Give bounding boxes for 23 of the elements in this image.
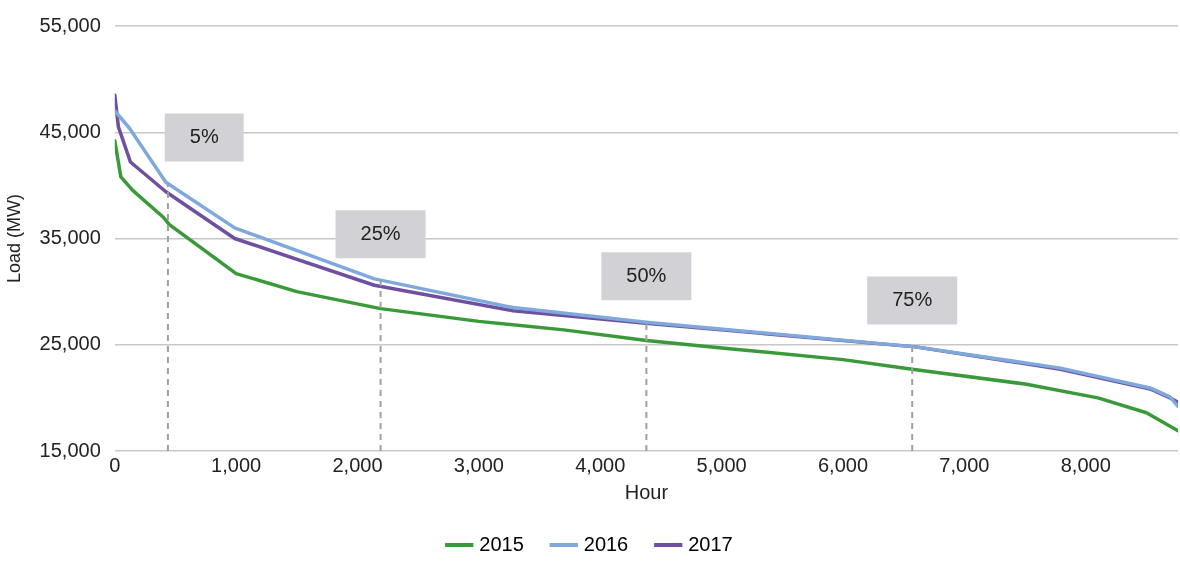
x-tick-label: 1,000	[211, 453, 262, 476]
legend-label: 2016	[583, 532, 629, 555]
legend-label: 2015	[479, 532, 524, 555]
x-tick-label: 5,000	[696, 453, 747, 476]
annotation: 75%	[892, 288, 933, 311]
y-axis-title: Load (MW)	[3, 193, 24, 284]
y-tick-label: 35,000	[39, 226, 101, 249]
x-axis-title: Hour	[624, 480, 669, 503]
legend-label: 2017	[688, 532, 733, 555]
annotation: 50%	[626, 263, 667, 286]
y-tick-label: 45,000	[39, 119, 101, 142]
x-tick-label: 6,000	[817, 453, 869, 476]
y-tick-label: 25,000	[39, 332, 101, 355]
x-tick-label: 2,000	[332, 453, 383, 476]
x-tick-label: 4,000	[575, 453, 626, 476]
x-tick-label: 0	[109, 453, 121, 476]
x-tick-label: 3,000	[453, 453, 504, 476]
y-tick-label: 15,000	[39, 438, 101, 461]
annotation: 5%	[189, 125, 219, 148]
x-tick-label: 7,000	[939, 453, 990, 476]
x-tick-label: 8,000	[1060, 453, 1111, 476]
annotation: 25%	[360, 221, 401, 244]
y-tick-label: 55,000	[39, 13, 101, 36]
